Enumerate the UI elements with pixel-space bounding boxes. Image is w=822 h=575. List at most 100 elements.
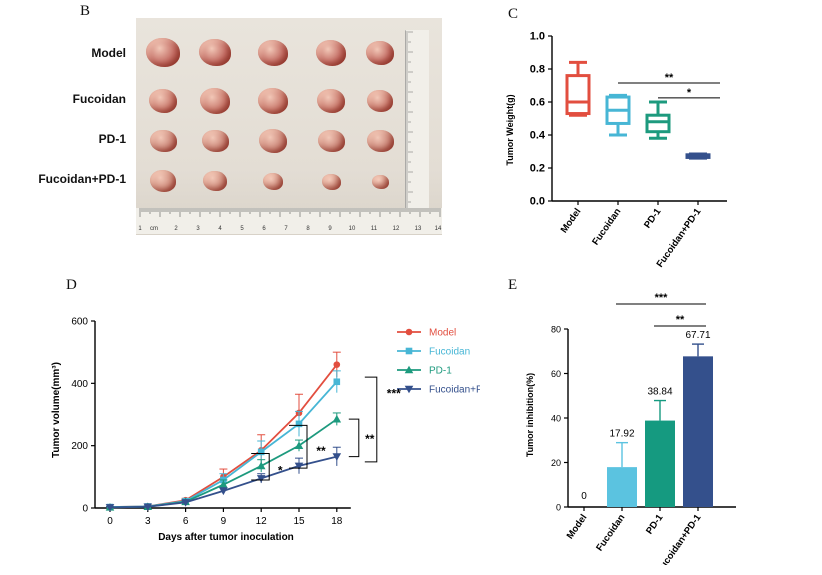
panel-letter-b: B — [80, 3, 91, 19]
chart-d-legend-label: PD-1 — [429, 366, 452, 377]
chart-c-ytick: 0.6 — [530, 97, 545, 109]
chart-d-point — [333, 361, 341, 368]
tumor-sample — [366, 41, 394, 65]
chart-d-legend-item: Model — [397, 328, 456, 339]
chart-d-legend-label: Fucoidan+PD-1 — [429, 385, 480, 396]
chart-c-ytick: 1.0 — [530, 31, 545, 43]
chart-d-point — [405, 328, 413, 336]
chart-d-sig-label: ** — [316, 444, 326, 458]
chart-d-line: Tumor volume(mm³) Days after tumor inocu… — [51, 317, 480, 544]
chart-c-sig-label: * — [687, 87, 692, 99]
chart-d-point — [219, 480, 228, 488]
chart-c-box — [645, 100, 671, 140]
chart-d-legend-label: Model — [429, 328, 456, 339]
chart-e-data-label: 0 — [581, 491, 587, 502]
chart-d-sig-bracket: * — [251, 452, 283, 481]
chart-d-point — [294, 441, 304, 449]
tumor-sample — [366, 129, 394, 153]
chart-d-point — [257, 448, 265, 456]
chart-e-bar — [607, 467, 637, 507]
chart-d-ytick: 400 — [71, 379, 88, 390]
chart-d-point — [332, 414, 342, 423]
tumor-sample — [150, 170, 176, 193]
ruler-number: 8 — [306, 226, 310, 232]
horizontal-ruler: 1 cm 2 3 4 5 6 7 8 9 10 11 12 13 14 — [136, 208, 442, 234]
ruler-number: 3 — [196, 226, 200, 232]
panel-letter-e: E — [508, 277, 518, 293]
chart-e-errorbar — [654, 399, 666, 421]
row-label-fucoidan-pd1: Fucoidan+PD-1 — [38, 172, 126, 186]
tumor-sample — [149, 89, 177, 113]
tumor-sample — [321, 173, 341, 190]
row-label-model: Model — [91, 46, 126, 60]
tumor-sample — [258, 88, 288, 114]
tumor-sample — [199, 39, 231, 67]
chart-c-ytick: 0.2 — [530, 163, 545, 175]
chart-c-box — [565, 60, 591, 117]
tumor-sample — [316, 40, 346, 66]
chart-c-box-plot: Tumor Weight(g) 0.0 0.2 0.4 0.6 0.8 1.0 Model… — [505, 31, 727, 270]
chart-d-point — [219, 487, 228, 496]
chart-d-point — [181, 499, 190, 507]
chart-c-box — [605, 93, 631, 137]
chart-e-data-label: 67.71 — [685, 330, 710, 341]
chart-d-point — [105, 504, 115, 512]
chart-c-xtick: PD-1 — [642, 206, 664, 231]
chart-d-ytick: 200 — [71, 441, 88, 452]
tumor-sample — [149, 129, 177, 153]
tumor-sample — [317, 129, 345, 153]
chart-c-ytick: 0.8 — [530, 64, 545, 76]
chart-c-ytick: 0.4 — [530, 130, 546, 142]
tumor-sample — [317, 89, 345, 113]
ruler-number: 10 — [349, 226, 356, 232]
ruler-number: 2 — [174, 226, 178, 232]
chart-d-point — [294, 462, 304, 471]
chart-d-legend-item: Fucoidan — [397, 347, 470, 358]
ruler-number: 13 — [415, 226, 422, 232]
chart-d-xtick: 12 — [256, 516, 268, 527]
chart-d-sig-bracket: ** — [289, 424, 326, 469]
chart-d-sig-bracket: ** — [348, 418, 375, 458]
chart-d-series — [105, 446, 342, 512]
chart-e-sig-label: *** — [655, 292, 669, 304]
chart-d-point — [256, 461, 266, 470]
tumor-sample — [371, 174, 389, 189]
chart-e-bar: Tumor inhibition(%) 0 20 40 60 80 0 Model 17.9… — [525, 292, 736, 565]
chart-e-bar — [645, 420, 675, 507]
chart-d-sig-label: ** — [365, 432, 375, 446]
chart-e-bar — [683, 356, 713, 507]
chart-d-sig-label: *** — [387, 386, 401, 400]
chart-d-sig-bracket: *** — [364, 376, 401, 463]
chart-c-xtick: Fucoidan — [590, 206, 623, 247]
chart-d-point — [405, 347, 413, 355]
tumor-photo — [136, 18, 442, 235]
chart-c-box — [685, 152, 711, 160]
ruler-number: 1 — [138, 226, 142, 232]
chart-d-point — [332, 453, 342, 461]
ruler-number: 11 — [371, 226, 378, 232]
chart-d-xtick: 15 — [293, 516, 305, 527]
chart-e-xtick: Fucoidan — [594, 512, 627, 553]
chart-c-xtick: Fucoidan+PD-1 — [655, 206, 704, 270]
chart-d-sig-label: * — [278, 464, 283, 478]
chart-c-sig-label: ** — [665, 72, 674, 84]
chart-d-xtick: 18 — [331, 516, 343, 527]
chart-c-xtick: Model — [559, 206, 584, 235]
row-label-pd1: PD-1 — [98, 132, 126, 146]
chart-d-point — [404, 385, 414, 394]
ruler-number: 12 — [393, 226, 400, 232]
chart-e-sig-label: ** — [676, 314, 685, 326]
chart-e-data-label: 17.92 — [609, 429, 634, 440]
chart-d-ytick: 600 — [71, 317, 88, 328]
chart-e-data-label: 38.84 — [647, 387, 672, 398]
chart-d-legend-label: Fucoidan — [429, 347, 470, 358]
tumor-sample — [146, 38, 180, 67]
chart-e-xtick: PD-1 — [644, 512, 666, 537]
chart-d-xtick: 6 — [183, 516, 189, 527]
chart-d-ytick: 0 — [82, 504, 88, 515]
chart-d-point — [404, 365, 414, 374]
chart-d-point — [333, 378, 341, 386]
chart-d-point — [295, 420, 303, 428]
chart-d-legend-item: Fucoidan+PD-1 — [397, 385, 480, 396]
chart-d-xtick: 9 — [221, 516, 227, 527]
